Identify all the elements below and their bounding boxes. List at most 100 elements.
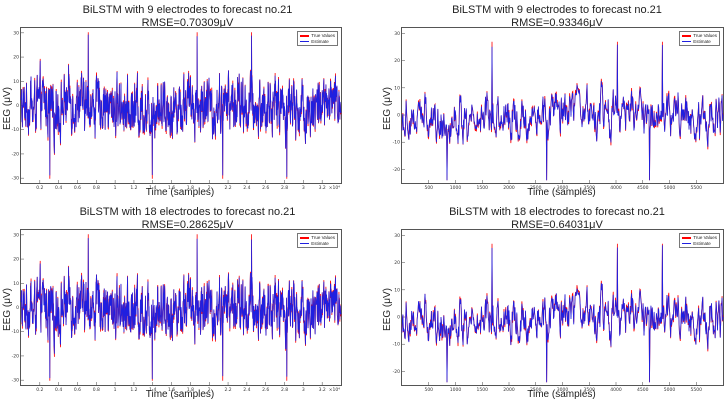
x-tick-label: 4000 [610, 185, 622, 191]
x-tick-label: 1.2 [130, 185, 137, 191]
y-tick-label: -20 [12, 151, 19, 157]
x-tick-label: 0.2 [36, 387, 43, 393]
x-tick-label: 5500 [691, 185, 703, 191]
legend-label-true: True Values [693, 235, 717, 240]
chart-title: BiLSTM with 18 electrodes to forecast no… [380, 206, 726, 232]
x-tick-label: 3500 [584, 387, 596, 393]
y-axis-label: EEG (μV) [382, 87, 393, 130]
chart-title: BiLSTM with 9 electrodes to forecast no.… [10, 4, 365, 30]
chart-title: BiLSTM with 9 electrodes to forecast no.… [380, 4, 726, 30]
x-tick-label: 0.8 [93, 185, 100, 191]
x-tick-label: 2000 [503, 185, 515, 191]
plot-area: 30 20 10 0 -10 -20 -30 0.2 0.4 0.6 0.8 1 1.2 1.4 1.6 1.… [12, 27, 342, 191]
y-tick-label: 10 [394, 85, 400, 91]
y-axis-label: EEG (μV) [382, 288, 393, 331]
x-tick-label: 2.8 [281, 185, 288, 191]
legend-label-true: True Values [693, 33, 717, 38]
x-tick-label: 3.2 [319, 387, 326, 393]
x-tick-label: 0.6 [74, 185, 81, 191]
legend-swatch-true [682, 35, 692, 37]
chart-svg: 30 20 10 0 -10 -20 -30 0.2 0.4 0.6 0.8 1 1.2 1.4 1.6 1.… [12, 232, 342, 393]
y-tick-label: 20 [394, 260, 400, 266]
y-tick-label: 10 [394, 287, 400, 293]
series-estimate-line [401, 44, 724, 181]
y-tick-label: 30 [13, 232, 19, 238]
chart-subtitle-rmse: RMSE=0.93346μV [511, 17, 603, 29]
legend-swatch-estimate [300, 242, 310, 244]
y-tick-label: 20 [13, 55, 19, 61]
x-tick-label: 1500 [477, 387, 489, 393]
y-tick-label: 10 [13, 281, 19, 287]
x-tick-label: 5000 [664, 387, 676, 393]
x-axis-label: Time (samples) [527, 389, 596, 400]
chart-panel-2: BiLSTM with 18 electrodes to forecast no… [0, 203, 355, 405]
x-tick-label: 3 [302, 387, 305, 393]
y-tick-label: 30 [13, 30, 19, 36]
legend-label-estimate: Estimate [311, 240, 329, 246]
x-tick-label: 1.2 [130, 387, 137, 393]
chart-panel-1: BiLSTM with 9 electrodes to forecast no.… [372, 0, 726, 202]
chart-subtitle-rmse: RMSE=0.70309μV [141, 17, 234, 29]
y-tick-label: 0 [16, 305, 19, 311]
chart-title-line: BiLSTM with 9 electrodes to forecast no.… [452, 4, 662, 16]
x-tick-label: 1.4 [149, 387, 156, 393]
legend-swatch-true [300, 237, 310, 239]
legend-swatch-estimate [682, 40, 692, 42]
x-tick-label: 1.8 [187, 185, 194, 191]
x-tick-label: 0.6 [74, 387, 81, 393]
x-tick-label: 1.6 [168, 185, 175, 191]
x-tick-label: 1 [114, 185, 117, 191]
y-axis-label: EEG (μV) [2, 288, 13, 331]
y-tick-label: 20 [394, 58, 400, 64]
y-tick-label: 30 [394, 31, 400, 37]
x-tick-label: 2.8 [281, 387, 288, 393]
x-tick-label: 3000 [557, 185, 569, 191]
y-tick-label: -10 [393, 140, 400, 146]
x-exponent-label: ×10⁴ [329, 387, 340, 393]
x-tick-label: 500 [424, 387, 433, 393]
chart-svg: 30 20 10 0 -10 -20 500 1000 1500 2000 2500 3000 3500… [393, 31, 724, 191]
legend: True Values Estimate [297, 31, 338, 46]
chart-subtitle-rmse: RMSE=0.28625μV [141, 219, 234, 231]
chart-panel-0: BiLSTM with 9 electrodes to forecast no.… [0, 0, 355, 202]
x-tick-label: 3.2 [319, 185, 326, 191]
y-tick-label: -20 [12, 353, 19, 359]
x-tick-label: 4500 [637, 387, 649, 393]
series-estimate-line [20, 34, 342, 177]
x-tick-label: 5000 [664, 185, 676, 191]
x-tick-label: 5500 [691, 387, 703, 393]
x-tick-label: 2000 [503, 387, 515, 393]
legend-label-true: True Values [311, 235, 335, 240]
y-tick-label: -20 [393, 369, 400, 375]
y-tick-label: -30 [12, 378, 19, 384]
chart-title-line: BiLSTM with 18 electrodes to forecast no… [449, 206, 665, 218]
plot-area: 30 20 10 0 -10 -20 500 1000 1500 2000 2500 3000 3500… [393, 27, 724, 191]
legend: True Values Estimate [679, 31, 720, 46]
chart-svg: 30 20 10 0 -10 -20 500 1000 1500 2000 2500 3000 3500… [393, 233, 724, 393]
x-tick-label: 1 [114, 387, 117, 393]
x-tick-label: 0.4 [55, 185, 62, 191]
legend-swatch-estimate [682, 242, 692, 244]
x-tick-label: 2500 [530, 387, 542, 393]
chart-svg: 30 20 10 0 -10 -20 -30 0.2 0.4 0.6 0.8 1 1.2 1.4 1.6 1.… [12, 30, 342, 191]
x-tick-label: 2.4 [243, 387, 250, 393]
legend-swatch-true [300, 35, 310, 37]
x-tick-label: 2500 [530, 185, 542, 191]
x-tick-label: 0.2 [36, 185, 43, 191]
chart-subtitle-rmse: RMSE=0.64031μV [511, 219, 603, 231]
x-exponent-label: ×10⁴ [329, 185, 340, 191]
x-tick-label: 1.8 [187, 387, 194, 393]
plot-area: 30 20 10 0 -10 -20 500 1000 1500 2000 2500 3000 3500… [393, 229, 724, 393]
legend-swatch-estimate [300, 40, 310, 42]
x-tick-label: 3500 [584, 185, 596, 191]
y-axis-label: EEG (μV) [2, 87, 13, 130]
x-tick-label: 1000 [450, 387, 462, 393]
x-axis-label: Time (samples) [145, 389, 215, 400]
x-tick-label: 2.2 [224, 185, 231, 191]
y-tick-label: 10 [13, 79, 19, 85]
y-tick-label: 30 [394, 233, 400, 239]
x-tick-label: 0.4 [55, 387, 62, 393]
x-tick-label: 2 [208, 387, 211, 393]
y-tick-label: 0 [16, 103, 19, 109]
x-tick-label: 2.4 [243, 185, 250, 191]
